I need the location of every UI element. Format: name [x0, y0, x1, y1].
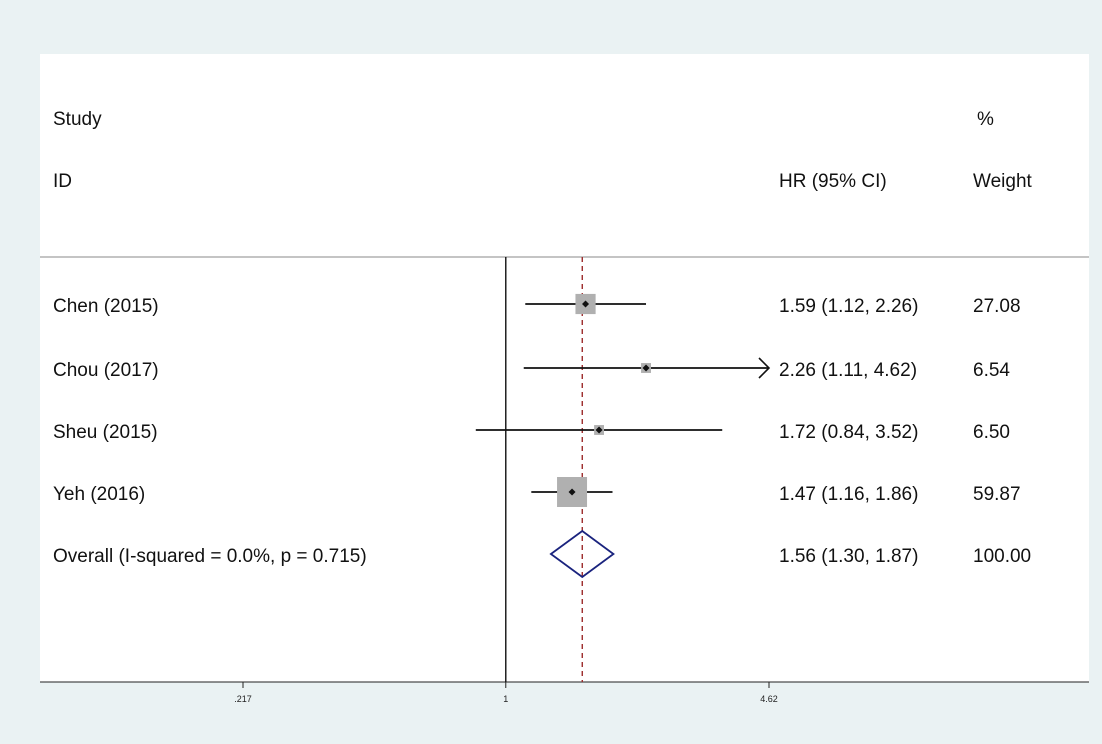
study-weight-label: 27.08: [973, 296, 1021, 317]
study-id-label: Chou (2017): [53, 360, 159, 381]
plot-panel: [40, 54, 1089, 682]
study-hr-label: 2.26 (1.11, 4.62): [779, 360, 918, 381]
x-tick-label: 1: [503, 694, 508, 704]
overall-hr-label: 1.56 (1.30, 1.87): [779, 546, 919, 567]
study-hr-label: 1.72 (0.84, 3.52): [779, 422, 919, 443]
study-weight-label: 6.50: [973, 422, 1010, 443]
header-pct-label: %: [977, 109, 994, 130]
study-hr-label: 1.59 (1.12, 2.26): [779, 296, 919, 317]
study-hr-label: 1.47 (1.16, 1.86): [779, 484, 919, 505]
header-study-label: Study: [53, 109, 102, 130]
header-id-label: ID: [53, 171, 72, 192]
overall-id-label: Overall (I-squared = 0.0%, p = 0.715): [53, 546, 367, 567]
study-id-label: Chen (2015): [53, 296, 159, 317]
study-id-label: Sheu (2015): [53, 422, 158, 443]
study-id-label: Yeh (2016): [53, 484, 146, 505]
study-weight-label: 6.54: [973, 360, 1010, 381]
header-weight-label: Weight: [973, 171, 1032, 192]
x-tick-label: 4.62: [760, 694, 778, 704]
x-tick-label: .217: [234, 694, 252, 704]
header-effect-label: HR (95% CI): [779, 171, 887, 192]
overall-weight-label: 100.00: [973, 546, 1032, 567]
study-weight-label: 59.87: [973, 484, 1021, 505]
